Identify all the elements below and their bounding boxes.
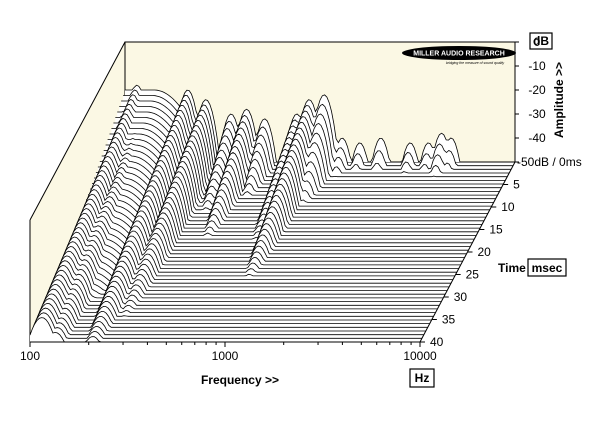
slice-trace (33, 307, 424, 336)
brand-logo: MILLER AUDIO RESEARCH bridging the measu… (402, 46, 516, 65)
slice-trace (115, 108, 506, 181)
frequency-axis-title: Frequency >> (201, 373, 279, 387)
slice-trace (121, 94, 512, 170)
time-tick-label: 25 (466, 268, 480, 282)
slice-trace (66, 227, 457, 273)
slice-trace (99, 146, 490, 211)
slice-fill (57, 251, 448, 291)
slice-trace (35, 302, 426, 332)
slice-trace (43, 283, 434, 317)
time-unit-box: msec (527, 258, 567, 277)
slice-trace (123, 89, 514, 167)
slice-trace (60, 241, 451, 284)
slice-trace (119, 99, 510, 174)
amplitude-tick-label: -30 (528, 107, 546, 121)
slice-trace (103, 136, 494, 203)
slice-trace (54, 255, 446, 295)
slice-trace (109, 122, 500, 193)
slice-trace (31, 312, 422, 339)
amplitude-tick-label: -10 (528, 59, 546, 73)
slice-trace (50, 264, 442, 302)
time-axis-title: Time (498, 261, 526, 275)
left-side-wall (30, 42, 125, 342)
slice-trace (76, 203, 467, 255)
slice-trace (49, 269, 440, 306)
amplitude-tick-label: -20 (528, 83, 546, 97)
amplitude-tick-label: -40 (528, 131, 546, 145)
frequency-tick-label: 10000 (403, 349, 437, 363)
slice-trace (90, 170, 481, 229)
frequency-tick-label: 100 (20, 349, 40, 363)
slice-trace (117, 103, 508, 178)
time-unit-label: msec (532, 261, 563, 275)
frequency-unit-label: Hz (415, 371, 430, 385)
slice-trace (78, 198, 469, 251)
amplitude-tick-label: -50dB / 0ms (517, 155, 582, 169)
slice-trace (88, 174, 479, 233)
slice-trace (107, 127, 498, 196)
slice-trace (94, 160, 484, 222)
slice-trace (92, 165, 482, 225)
time-tick-label: 30 (454, 290, 468, 304)
slice-trace (47, 274, 438, 310)
slice-trace (111, 117, 502, 190)
time-tick-label: 15 (489, 223, 503, 237)
slice-trace (64, 231, 455, 277)
slice-trace (68, 222, 459, 269)
slice-trace (70, 217, 461, 266)
time-tick-label: 10 (501, 200, 515, 214)
slice-trace (45, 279, 436, 314)
slice-trace (58, 246, 450, 288)
slice-fill (59, 246, 450, 287)
left-wall-top-edge (29, 41, 126, 221)
time-tick-label: 35 (442, 313, 456, 327)
slice-trace (74, 208, 465, 258)
time-tick-label: 20 (478, 245, 492, 259)
slice-trace (84, 184, 475, 240)
slice-trace (62, 236, 453, 280)
slice-trace (39, 293, 430, 324)
frequency-tick-label: 1000 (212, 349, 239, 363)
slice-trace (80, 193, 471, 247)
slice-fill (117, 104, 508, 177)
slice-trace (85, 179, 477, 236)
amplitude-axis-title: Amplitude >> (552, 62, 566, 138)
frequency-unit-box: Hz (409, 368, 435, 388)
amplitude-unit-label: dB (533, 34, 549, 48)
brand-logo-tagline: bridging the measure of sound quality (446, 61, 505, 65)
time-ticks: 5 10 15 20 25 30 35 40 (420, 178, 520, 349)
slice-trace (72, 212, 463, 262)
slice-trace (105, 132, 496, 200)
time-tick-label: 5 (513, 178, 520, 192)
slice-trace (97, 151, 488, 214)
slice-trace (41, 288, 432, 321)
slice-trace (113, 113, 504, 185)
slice-trace (81, 189, 473, 244)
slice-trace (52, 260, 444, 299)
brand-logo-name: MILLER AUDIO RESEARCH (413, 51, 505, 58)
slice-fill (61, 241, 451, 284)
waterfall-traces (29, 84, 515, 343)
slice-trace (37, 298, 428, 328)
slice-trace (95, 155, 486, 218)
amplitude-unit-box: dB (529, 32, 553, 50)
brand-logo-oval (402, 46, 516, 60)
amplitude-tick-label: 0 (534, 35, 541, 49)
time-tick-label: 40 (430, 335, 444, 349)
slice-trace (125, 84, 515, 163)
frequency-ticks: 100 1000 10000 (20, 342, 437, 363)
slice-trace (56, 250, 448, 292)
amplitude-ticks: 0 -10 -20 -30 -40 -50dB / 0ms (515, 35, 582, 169)
slice-trace (101, 141, 492, 207)
